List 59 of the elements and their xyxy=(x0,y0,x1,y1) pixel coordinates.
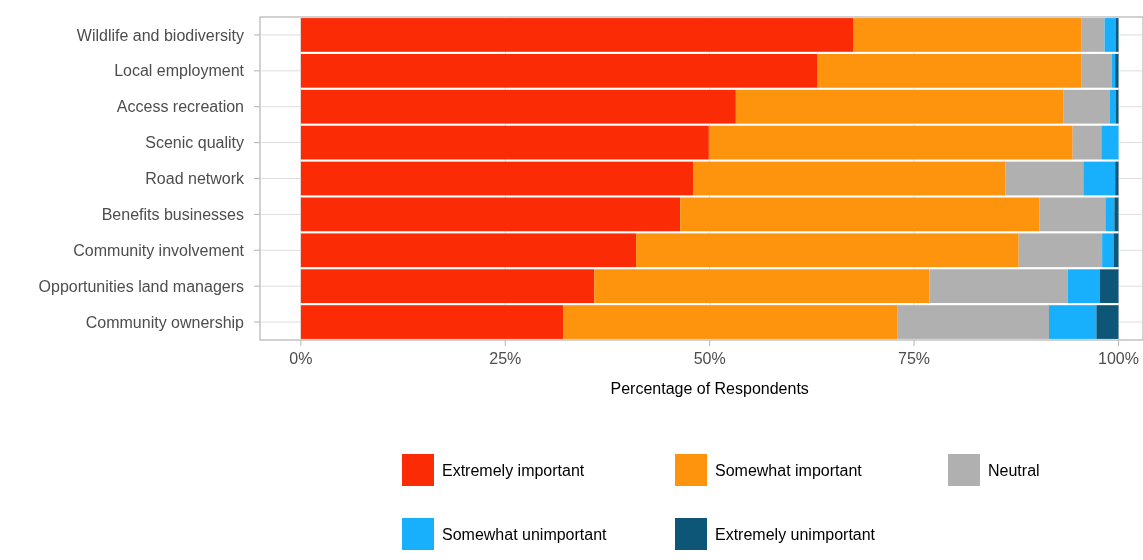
bar xyxy=(1039,197,1106,232)
bar xyxy=(300,233,637,268)
bar xyxy=(1111,53,1116,88)
bar xyxy=(1115,53,1119,88)
y-tick-label: Scenic quality xyxy=(145,134,244,152)
bar xyxy=(1115,161,1119,196)
x-tick-label: 100% xyxy=(1098,350,1139,367)
bar xyxy=(1102,233,1114,268)
bar xyxy=(1063,89,1110,124)
bar xyxy=(300,197,681,232)
bar xyxy=(693,161,1006,196)
bar xyxy=(300,269,595,304)
bar xyxy=(1101,125,1119,160)
x-axis-title: Percentage of Respondents xyxy=(610,380,809,397)
bar xyxy=(708,125,1073,160)
bar xyxy=(1104,18,1117,52)
y-tick-label: Community ownership xyxy=(85,313,245,331)
y-tick-label: Community involvement xyxy=(73,241,245,259)
bar xyxy=(853,18,1082,52)
x-tick-label: 75% xyxy=(898,350,931,367)
bar xyxy=(1067,269,1100,304)
bar xyxy=(1005,161,1084,196)
legend-label: Extremely unimportant xyxy=(715,525,876,543)
bar xyxy=(300,89,736,124)
bar xyxy=(1114,197,1119,232)
y-tick-label: Benefits businesses xyxy=(101,205,244,223)
bar xyxy=(735,89,1064,124)
y-tick-label: Opportunities land managers xyxy=(38,277,244,295)
legend-label: Somewhat important xyxy=(715,461,863,479)
bar xyxy=(1096,305,1119,339)
bar xyxy=(1099,269,1119,304)
y-tick-label: Local employment xyxy=(114,62,245,80)
bar xyxy=(300,53,818,88)
x-tick-label: 0% xyxy=(289,350,313,367)
x-tick-label: 50% xyxy=(693,350,726,367)
bar xyxy=(680,197,1040,232)
x-tick-label: 25% xyxy=(489,350,522,367)
bar xyxy=(1018,233,1103,268)
bar xyxy=(1072,125,1102,160)
bar xyxy=(1105,197,1115,232)
bar xyxy=(636,233,1019,268)
y-tick-label: Access recreation xyxy=(116,98,244,116)
bar xyxy=(817,53,1082,88)
bar xyxy=(300,161,694,196)
bar xyxy=(300,125,709,160)
bar xyxy=(300,18,854,52)
bar xyxy=(1048,305,1097,339)
y-tick-label: Road network xyxy=(145,170,245,188)
bar xyxy=(594,269,930,304)
legend-label: Somewhat unimportant xyxy=(442,525,608,543)
y-tick-label: Wildlife and biodiversity xyxy=(76,26,244,44)
bar xyxy=(1081,53,1112,88)
bar xyxy=(563,305,898,339)
legend-label: Neutral xyxy=(988,461,1040,479)
bar xyxy=(1109,89,1117,124)
bar xyxy=(1083,161,1116,196)
bar xyxy=(300,305,564,339)
bar xyxy=(929,269,1068,304)
legend-label: Extremely important xyxy=(442,461,585,479)
